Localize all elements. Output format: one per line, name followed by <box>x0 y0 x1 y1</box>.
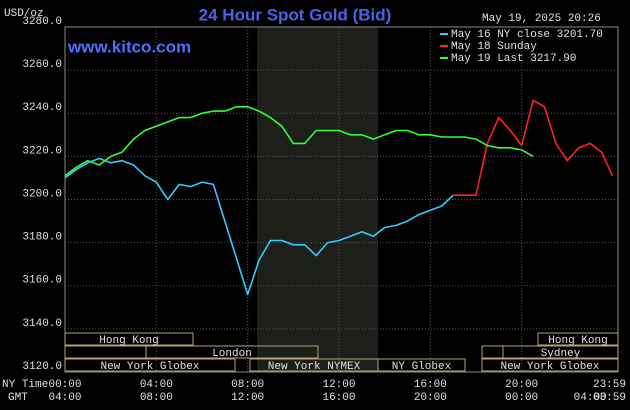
series-line <box>64 157 454 296</box>
x-tick-label: 08:00 <box>231 379 264 391</box>
x-tick-label: 12:00 <box>322 379 355 391</box>
session-label: New York NYMEX <box>268 361 361 373</box>
session-label: Hong Kong <box>548 335 607 347</box>
y-tick-label: 3180.0 <box>22 232 62 244</box>
session-box <box>377 358 466 372</box>
y-unit: USD/oz <box>4 8 44 20</box>
y-tick-label: 3220.0 <box>22 145 62 157</box>
x-tick-label-gmt: 20:00 <box>414 392 447 404</box>
x-row-label: NY Time <box>2 379 48 391</box>
session-box <box>145 345 319 359</box>
session-label: London <box>212 348 252 360</box>
x-tick-label-gmt: 12:00 <box>231 392 264 404</box>
x-tick-label-gmt: 04:00 <box>48 392 81 404</box>
series-line <box>64 106 534 177</box>
session-box <box>64 332 194 346</box>
y-tick-label: 3240.0 <box>22 102 62 114</box>
session-label: Hong Kong <box>99 335 158 347</box>
x-tick-label: 23:59 <box>593 379 626 391</box>
x-tick-label-gmt: 08:00 <box>140 392 173 404</box>
lines <box>64 99 614 296</box>
sessions: Hong Kong London New York Globex New York N… <box>64 332 619 373</box>
y-tick-label: 3200.0 <box>22 188 62 200</box>
session-label: Sydney <box>541 348 581 360</box>
y-tick-label: 3140.0 <box>22 318 62 330</box>
plot-frame <box>64 26 619 373</box>
x-tick-label: 20:00 <box>505 379 538 391</box>
session-box <box>64 358 236 372</box>
session-label: NY Globex <box>392 361 452 373</box>
series-line <box>453 99 614 196</box>
x-tick-label-gmt: 04:00 <box>574 392 607 404</box>
website: www.kitco.com <box>67 37 191 56</box>
x-tick-label: 16:00 <box>414 379 447 391</box>
y-tick-label: 3260.0 <box>22 59 62 71</box>
chart-title: 24 Hour Spot Gold (Bid) <box>199 5 392 24</box>
y-tick-label: 3120.0 <box>22 361 62 373</box>
legend-label: May 19 Last 3217.90 <box>451 53 576 65</box>
x-row-label: GMT <box>8 392 28 404</box>
session-box <box>481 358 619 372</box>
session-label: New York Globex <box>100 361 199 373</box>
legend-label: May 16 NY close 3201.70 <box>451 29 603 41</box>
timestamp: May 19, 2025 20:26 <box>482 13 601 25</box>
x-tick-label-gmt: 00:00 <box>505 392 538 404</box>
session-label: New York Globex <box>500 361 599 373</box>
session-box <box>502 345 619 359</box>
x-tick-label: 04:00 <box>140 379 173 391</box>
y-tick-label: 3160.0 <box>22 275 62 287</box>
legend-label: May 18 Sunday <box>451 41 537 53</box>
x-tick-label-gmt: 16:00 <box>322 392 355 404</box>
y-tick-label: 3280.0 <box>22 16 62 28</box>
session-box <box>537 332 619 346</box>
x-tick-label-gmt: 03:59 <box>593 392 626 404</box>
x-tick-label: 00:00 <box>48 379 81 391</box>
